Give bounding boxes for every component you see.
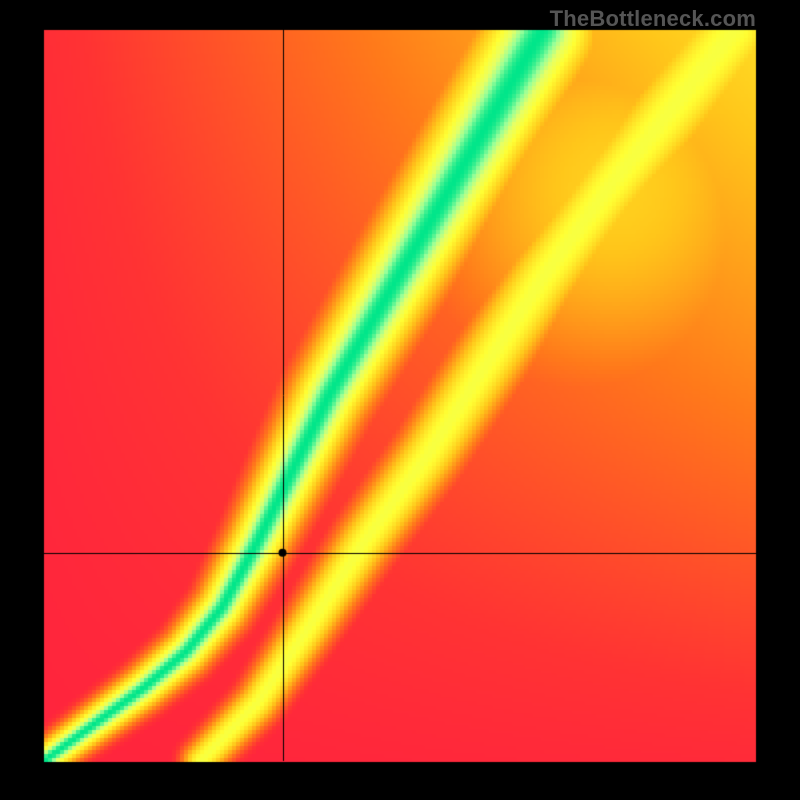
heatmap-canvas [0,0,800,800]
watermark-text: TheBottleneck.com [550,6,756,32]
